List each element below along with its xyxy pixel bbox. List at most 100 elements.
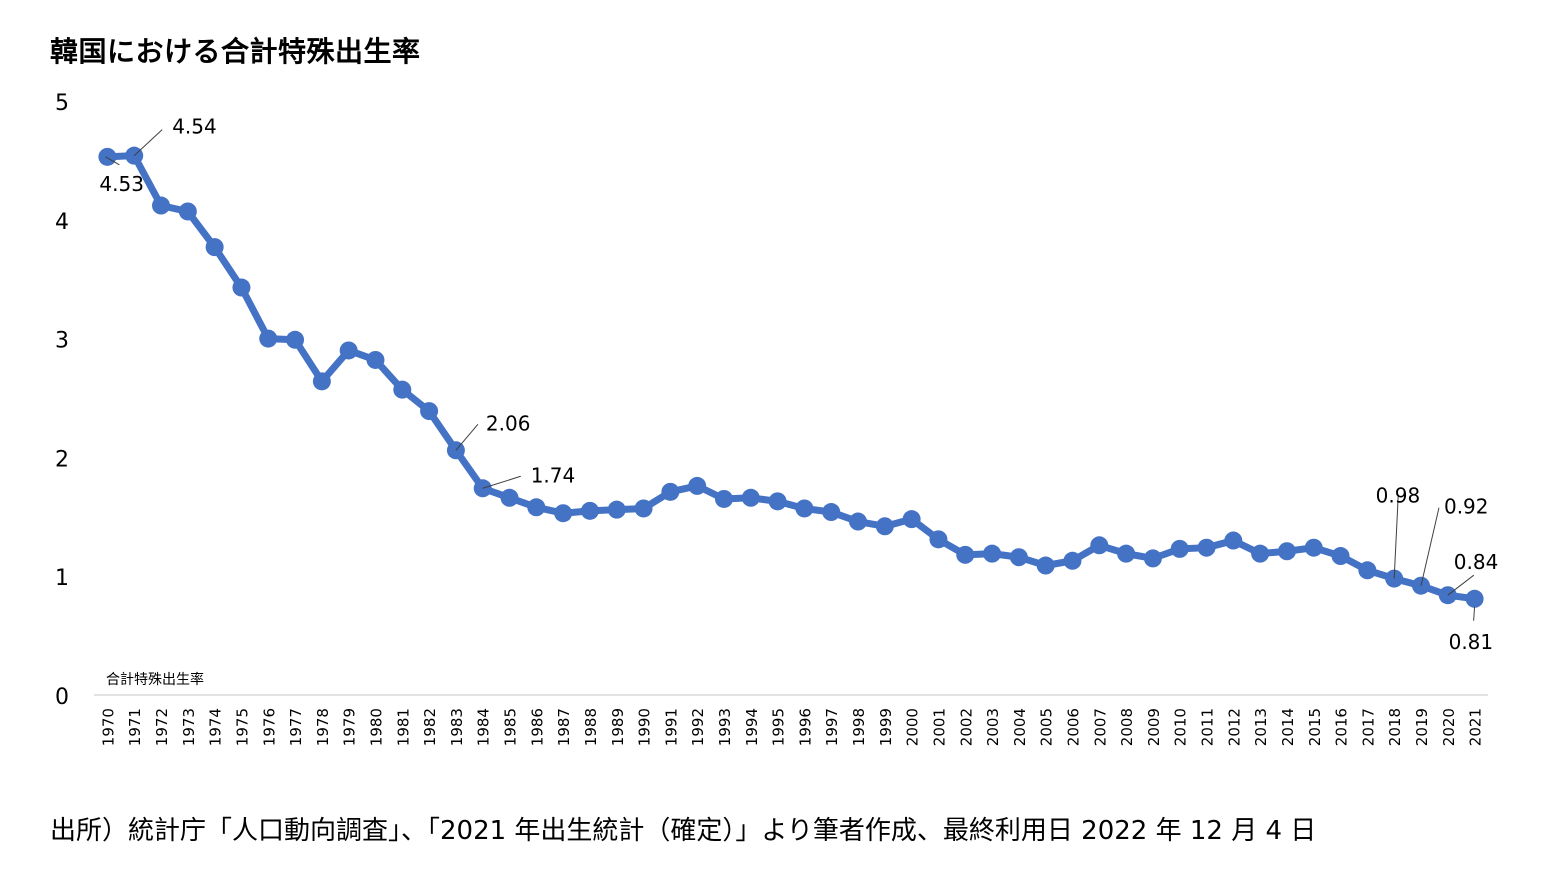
data-point	[1090, 536, 1109, 555]
x-tick-label: 1994	[743, 708, 761, 746]
x-tick-label: 1991	[662, 708, 680, 746]
x-tick-label: 1988	[582, 708, 600, 746]
data-point	[714, 489, 733, 508]
data-label: 0.84	[1454, 550, 1499, 574]
data-point	[956, 545, 975, 564]
y-tick-label: 3	[55, 329, 69, 354]
data-point	[1331, 547, 1350, 566]
data-point	[741, 488, 760, 507]
data-point	[98, 147, 117, 166]
data-label-leader	[1420, 507, 1440, 586]
data-point	[205, 238, 224, 257]
data-point	[1036, 556, 1055, 575]
x-tick-label: 2013	[1252, 708, 1270, 746]
x-tick-label: 2021	[1467, 708, 1485, 746]
data-point	[902, 510, 921, 529]
data-label: 0.98	[1376, 484, 1421, 508]
data-point	[286, 330, 305, 349]
x-tick-label: 1998	[850, 708, 868, 746]
data-point	[1277, 542, 1296, 561]
data-label-leader	[1447, 574, 1475, 596]
data-point	[983, 544, 1002, 563]
data-point	[580, 501, 599, 520]
x-tick-label: 2011	[1199, 708, 1217, 746]
data-point	[232, 278, 251, 297]
data-point	[1009, 548, 1028, 567]
data-point	[500, 488, 519, 507]
data-point	[259, 329, 278, 348]
x-tick-label: 1990	[636, 708, 654, 746]
x-tick-label: 1974	[207, 708, 225, 746]
x-tick-label: 1999	[877, 708, 895, 746]
x-tick-label: 2000	[904, 708, 922, 746]
data-point	[339, 341, 358, 360]
data-point	[1224, 531, 1243, 550]
x-tick-label: 2006	[1064, 708, 1082, 746]
data-point	[554, 504, 573, 523]
data-label-leader	[133, 129, 163, 157]
x-tick-label: 2015	[1306, 708, 1324, 746]
data-label: 0.92	[1444, 495, 1489, 519]
x-tick-label: 2017	[1359, 708, 1377, 746]
x-tick-label: 1980	[367, 708, 385, 746]
x-tick-label: 1992	[689, 708, 707, 746]
x-tick-label: 2020	[1440, 708, 1458, 746]
data-label-leader	[482, 475, 521, 489]
data-point	[312, 372, 331, 391]
x-tick-label: 1976	[260, 708, 278, 746]
x-tick-label: 1970	[99, 708, 117, 746]
x-tick-label: 1989	[609, 708, 627, 746]
x-tick-label: 2002	[957, 708, 975, 746]
x-tick-label: 2004	[1011, 708, 1029, 746]
chart-title: 韓国における合計特殊出生率	[50, 35, 421, 68]
x-tick-label: 2003	[984, 708, 1002, 746]
data-point	[822, 503, 841, 522]
legend-label: 合計特殊出生率	[106, 671, 204, 688]
data-point	[661, 482, 680, 501]
x-tick-label: 1993	[716, 708, 734, 746]
data-point	[929, 530, 948, 549]
data-label: 4.54	[172, 115, 217, 139]
x-tick-label: 1987	[555, 708, 573, 746]
data-label-leader	[1473, 606, 1476, 621]
data-point	[1358, 561, 1377, 580]
x-tick-label: 1996	[796, 708, 814, 746]
x-tick-label: 2001	[930, 708, 948, 746]
data-point	[1197, 538, 1216, 557]
data-point	[607, 500, 626, 519]
x-tick-label: 1983	[448, 708, 466, 746]
x-tick-label: 1984	[475, 708, 493, 746]
series-line	[103, 152, 1479, 603]
data-point	[688, 476, 707, 495]
data-point	[1465, 589, 1484, 608]
x-tick-label: 1977	[287, 708, 305, 746]
x-tick-label: 2008	[1118, 708, 1136, 746]
x-tick-label: 1975	[233, 708, 251, 746]
y-tick-label: 5	[55, 91, 69, 116]
x-tick-label: 1981	[394, 708, 412, 746]
x-tick-label: 1982	[421, 708, 439, 746]
data-point	[849, 512, 868, 531]
x-tick-label: 2005	[1038, 708, 1056, 746]
x-tick-label: 2009	[1145, 708, 1163, 746]
data-point	[152, 196, 171, 215]
y-tick-label: 4	[55, 210, 69, 235]
data-point	[178, 202, 197, 221]
y-tick-label: 0	[55, 685, 69, 710]
data-label: 1.74	[531, 463, 576, 487]
data-point	[634, 499, 653, 518]
y-tick-label: 1	[55, 566, 69, 591]
source-note: 出所）統計庁「人口動向調査」、「2021 年出生統計（確定）」より筆者作成、最終…	[50, 816, 1317, 846]
line-chart: 0 1 2 3 4 5 1970 1971 1972 1973 1974 1975 1976 1977 19…	[55, 91, 1499, 746]
x-tick-label: 2016	[1333, 708, 1351, 746]
data-point	[1117, 544, 1136, 563]
data-point	[1251, 544, 1270, 563]
y-tick-label: 2	[55, 447, 69, 472]
data-label-leader	[105, 156, 120, 166]
x-tick-label: 2012	[1225, 708, 1243, 746]
x-tick-label: 2018	[1386, 708, 1404, 746]
x-tick-label: 1995	[770, 708, 788, 746]
x-tick-label: 1973	[180, 708, 198, 746]
data-point	[1143, 549, 1162, 568]
data-label: 0.81	[1449, 630, 1494, 654]
